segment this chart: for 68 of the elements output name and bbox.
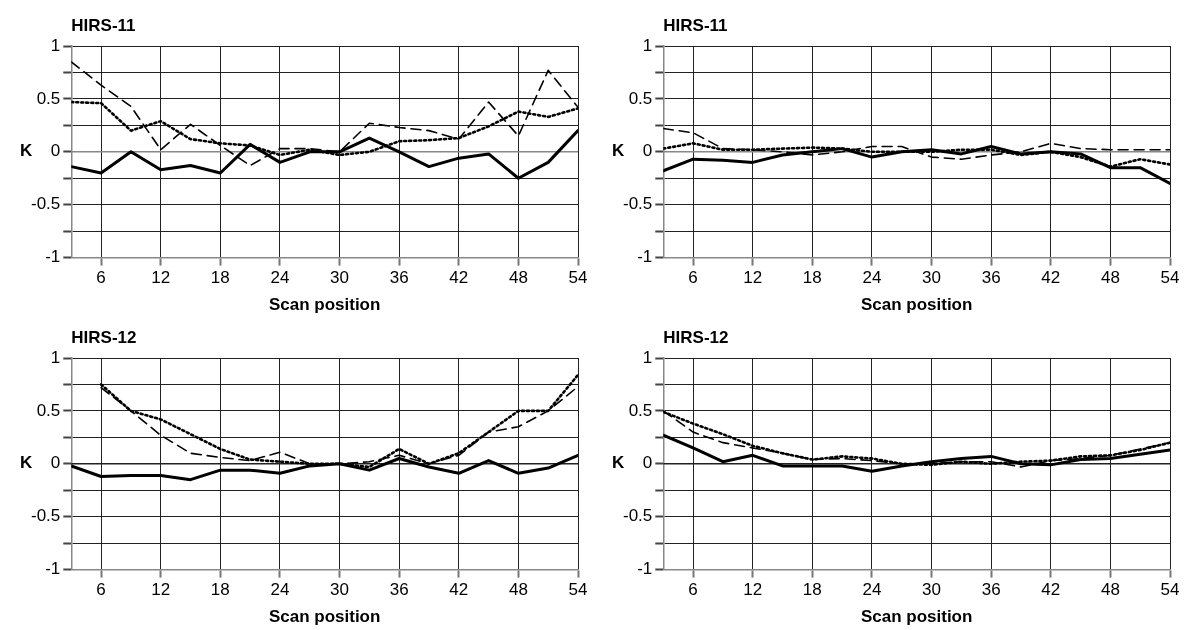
x-tick-label: 42 [449, 268, 469, 288]
x-tick-label: 6 [688, 268, 698, 288]
x-tick-label: 48 [508, 580, 528, 600]
y-tick-label: 1 [50, 347, 61, 367]
y-tick-label: -1 [637, 559, 653, 579]
x-tick-label: 48 [1100, 268, 1120, 288]
x-axis-title: Scan position [268, 607, 381, 627]
x-tick-label: 36 [389, 268, 409, 288]
x-tick-label: 36 [981, 268, 1001, 288]
y-tick-label: -1 [45, 559, 61, 579]
y-axis-title: K [20, 141, 33, 161]
x-tick-label: 24 [862, 268, 882, 288]
y-tick-label: 0.5 [628, 88, 653, 108]
x-axis-title: Scan position [268, 295, 381, 315]
x-tick-label: 6 [688, 580, 698, 600]
x-tick-label: 54 [568, 268, 588, 288]
y-axis-title: K [20, 453, 33, 473]
chart-title: HIRS-12 [71, 327, 137, 347]
y-tick-label: 0 [50, 453, 61, 473]
x-tick-label: 12 [151, 268, 171, 288]
y-axis-title: K [612, 453, 625, 473]
x-axis-title: Scan position [860, 295, 973, 315]
x-tick-label: 6 [96, 268, 106, 288]
x-tick-label: 42 [1041, 268, 1061, 288]
x-tick-label: 12 [151, 580, 171, 600]
y-tick-label: 0 [642, 453, 653, 473]
y-tick-label: -1 [637, 247, 653, 267]
x-tick-label: 24 [862, 580, 882, 600]
x-tick-label: 6 [96, 580, 106, 600]
y-tick-label: -0.5 [623, 506, 653, 526]
y-tick-label: 0 [50, 141, 61, 161]
x-tick-label: 18 [802, 268, 822, 288]
x-tick-label: 30 [330, 580, 350, 600]
x-tick-label: 24 [270, 268, 290, 288]
y-axis-title: K [612, 141, 625, 161]
y-tick-label: 0.5 [36, 400, 61, 420]
x-tick-label: 54 [568, 580, 588, 600]
x-tick-label: 42 [1041, 580, 1061, 600]
y-tick-label: 1 [642, 347, 653, 367]
y-tick-label: -1 [45, 247, 61, 267]
x-tick-label: 48 [1100, 580, 1120, 600]
x-tick-label: 54 [1160, 268, 1180, 288]
chart-title: HIRS-11 [663, 15, 728, 35]
y-tick-label: 1 [642, 35, 653, 55]
x-tick-label: 54 [1160, 580, 1180, 600]
x-tick-label: 36 [389, 580, 409, 600]
x-tick-label: 30 [330, 268, 350, 288]
x-tick-label: 18 [802, 580, 822, 600]
chart-title: HIRS-11 [71, 15, 136, 35]
chart-title: HIRS-12 [663, 327, 729, 347]
y-tick-label: 0 [642, 141, 653, 161]
y-tick-label: 1 [50, 35, 61, 55]
y-tick-label: 0.5 [628, 400, 653, 420]
y-tick-label: -0.5 [31, 506, 61, 526]
x-tick-label: 12 [743, 268, 763, 288]
x-tick-label: 36 [981, 580, 1001, 600]
x-tick-label: 48 [508, 268, 528, 288]
x-tick-label: 18 [210, 268, 230, 288]
x-tick-label: 30 [922, 580, 942, 600]
x-tick-label: 42 [449, 580, 469, 600]
x-tick-label: 24 [270, 580, 290, 600]
x-tick-label: 30 [922, 268, 942, 288]
y-tick-label: -0.5 [623, 194, 653, 214]
y-tick-label: 0.5 [36, 88, 61, 108]
x-axis-title: Scan position [860, 607, 973, 627]
x-tick-label: 18 [210, 580, 230, 600]
x-tick-label: 12 [743, 580, 763, 600]
y-tick-label: -0.5 [31, 194, 61, 214]
